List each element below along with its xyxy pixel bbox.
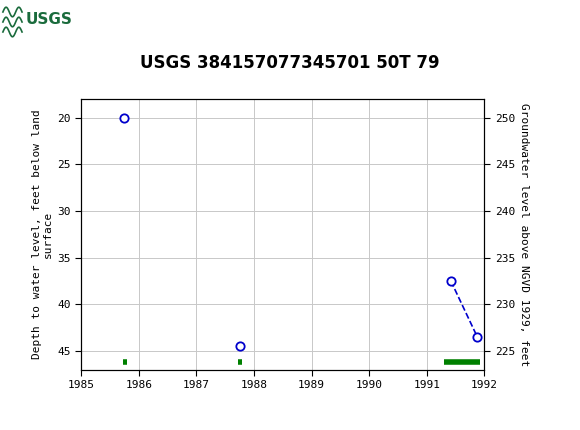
Text: USGS: USGS: [26, 12, 72, 28]
Legend: Period of approved data: Period of approved data: [185, 427, 380, 430]
Y-axis label: Depth to water level, feet below land
surface: Depth to water level, feet below land su…: [31, 110, 53, 359]
FancyBboxPatch shape: [3, 3, 96, 37]
Y-axis label: Groundwater level above NGVD 1929, feet: Groundwater level above NGVD 1929, feet: [519, 103, 529, 366]
Text: USGS 384157077345701 50T 79: USGS 384157077345701 50T 79: [140, 54, 440, 72]
